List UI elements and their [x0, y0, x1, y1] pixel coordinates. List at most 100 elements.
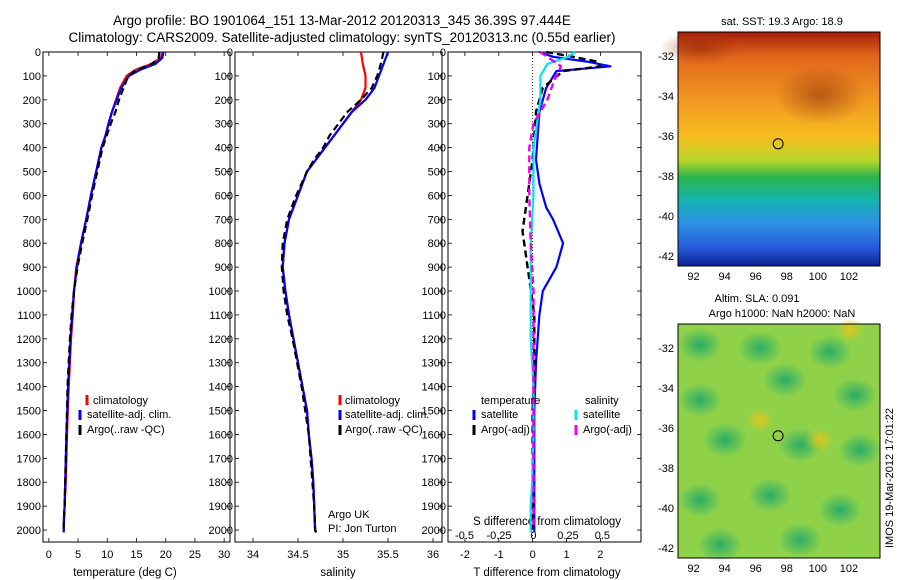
argo-position-marker-sst	[772, 138, 784, 150]
depth-tick-label: 500	[215, 167, 233, 179]
depth-tick-label: 1200	[422, 334, 446, 346]
x-tick-label: 34.5	[287, 549, 308, 561]
legend-temperature-heading: temperature	[481, 395, 540, 407]
x-tick-label: 5	[75, 549, 81, 561]
t-difference-axis-label: T difference from climatology	[473, 567, 620, 579]
depth-tick-label: 500	[428, 167, 446, 179]
depth-tick-label: 300	[428, 119, 446, 131]
depth-tick-label: 200	[23, 95, 41, 107]
imos-timestamp: IMOS 19-Mar-2012 17:01:22	[884, 408, 896, 548]
sst-x-ticks: 92 94 96 98 100 102	[687, 271, 858, 283]
sla-low-anomaly	[748, 478, 792, 512]
sla-low-anomaly	[833, 378, 877, 412]
legend-argo-label: Argo(..raw -QC)	[345, 424, 423, 436]
depth-tick-label: 1100	[17, 310, 41, 322]
sst-map	[660, 31, 881, 267]
map-lon-tick: 96	[750, 563, 762, 575]
x-tick-label: -2	[460, 549, 470, 561]
temperature-panel-frame	[42, 51, 231, 543]
sla-map	[677, 318, 882, 562]
sla-high-anomaly	[806, 428, 834, 452]
sla-anomaly-blobs	[678, 318, 882, 562]
sst-y-ticks: -32 -34 -36 -38 -40 -42	[658, 51, 674, 263]
series-line-salinity-satellite	[529, 51, 576, 533]
series-line-salinity-argo-adj-	[528, 51, 563, 530]
depth-tick-label: 1700	[17, 453, 41, 465]
depth-tick-label: 0	[227, 47, 233, 59]
depth-tick-label: 1800	[209, 477, 233, 489]
map-lat-tick: -36	[658, 131, 674, 143]
t-difference-x-ticks: -2 -1 0 1 2	[460, 52, 603, 561]
depth-tick-label: 1800	[17, 477, 41, 489]
salinity-panel-frame	[234, 51, 443, 543]
depth-tick-label: 1500	[209, 406, 233, 418]
depth-tick-label: 1600	[422, 429, 446, 441]
legend-argo-label: Argo(..raw -QC)	[87, 424, 165, 436]
series-line-climatology	[281, 51, 367, 533]
depth-tick-label: 300	[215, 119, 233, 131]
sla-low-anomaly	[808, 335, 852, 369]
legend-satellite-label: satellite-adj. clim.	[345, 409, 429, 421]
depth-tick-label: 200	[428, 95, 446, 107]
map-lat-tick: -34	[658, 91, 674, 103]
depth-tick-label: 500	[23, 167, 41, 179]
depth-tick-label: 1100	[209, 310, 233, 322]
map-lon-tick: 96	[750, 271, 762, 283]
depth-tick-label: 1700	[209, 453, 233, 465]
sla-high-anomaly	[836, 318, 864, 342]
x2-tick-label: 0.5	[595, 530, 610, 542]
salinity-legend: climatology satellite-adj. clim. Argo(..…	[338, 395, 429, 436]
map-lon-tick: 92	[687, 271, 699, 283]
legend-s-satellite-label: satellite	[583, 409, 620, 421]
map-lon-tick: 102	[840, 563, 858, 575]
x-tick-label: 15	[130, 549, 142, 561]
series-line-temperature-satellite	[533, 50, 612, 533]
salinity-axis-label: salinity	[320, 567, 355, 579]
x2-tick-label: 0.25	[557, 530, 578, 542]
temperature-axis-label: temperature (deg C)	[73, 567, 177, 579]
depth-tick-label: 2000	[422, 525, 446, 537]
sla-low-anomaly	[678, 328, 722, 362]
depth-tick-label: 1000	[17, 286, 41, 298]
legend-t-argo-label: Argo(-adj)	[481, 424, 530, 436]
depth-tick-label: 800	[428, 238, 446, 250]
depth-tick-label: 600	[215, 190, 233, 202]
sst-map-frame	[677, 31, 881, 267]
depth-tick-label: 2000	[17, 525, 41, 537]
depth-tick-label: 0	[440, 47, 446, 59]
depth-tick-label: 600	[428, 190, 446, 202]
depth-tick-label: 1600	[209, 429, 233, 441]
difference-panel-frame	[447, 51, 642, 543]
x-tick-label: 35.5	[377, 549, 398, 561]
x-tick-label: 2	[597, 549, 603, 561]
x-tick-label: 0	[530, 549, 536, 561]
difference-legend: temperature salinity satellite Argo(-adj…	[472, 395, 632, 436]
map-lon-tick: 92	[687, 563, 699, 575]
sla-map-frame	[677, 323, 881, 559]
depth-tick-label: 1200	[17, 334, 41, 346]
temperature-x-ticks: 0 5 10 15 20 25 30	[46, 52, 230, 561]
depth-tick-label: 1900	[17, 501, 41, 513]
legend-s-argo-label: Argo(-adj)	[583, 424, 632, 436]
legend-climatology-label: climatology	[93, 395, 149, 407]
depth-tick-label: 1300	[209, 358, 233, 370]
sla-high-anomaly	[746, 408, 774, 432]
depth-tick-label: 0	[35, 47, 41, 59]
legend-climatology-label: climatology	[345, 395, 401, 407]
depth-tick-label: 700	[428, 214, 446, 226]
depth-tick-label: 400	[23, 143, 41, 155]
depth-tick-label: 800	[23, 238, 41, 250]
annotation-line1: Argo UK	[328, 509, 370, 521]
x-tick-label: 20	[160, 549, 172, 561]
depth-tick-label: 800	[215, 238, 233, 250]
map-lon-tick: 98	[781, 271, 793, 283]
depth-tick-label: 1100	[422, 310, 446, 322]
depth-tick-label: 1500	[17, 406, 41, 418]
depth-tick-label: 1400	[209, 382, 233, 394]
depth-tick-label: 1800	[422, 477, 446, 489]
sst-map-title: sat. SST: 19.3 Argo: 18.9	[721, 16, 843, 28]
depth-tick-label: 1000	[209, 286, 233, 298]
s-difference-axis-label: S difference from climatology	[473, 516, 621, 528]
sla-y-ticks: -32 -34 -36 -38 -40 -42	[658, 343, 674, 555]
